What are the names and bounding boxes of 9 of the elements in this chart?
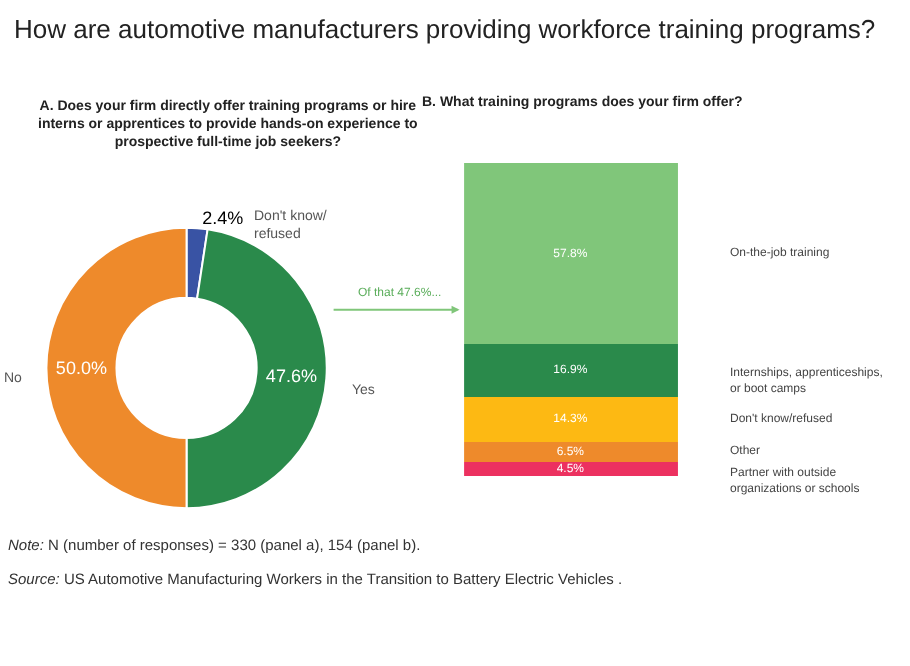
text: How are automotive manufacturers providing workforce training programs? (14, 14, 876, 44)
data-label: 50.0% (55, 357, 107, 378)
data-label: 47.6% (265, 365, 317, 386)
bar (464, 462, 678, 477)
data-label: 2.4% (202, 208, 244, 229)
bar (464, 396, 678, 442)
bar (464, 344, 678, 397)
bar (464, 441, 678, 463)
bar (464, 163, 678, 345)
